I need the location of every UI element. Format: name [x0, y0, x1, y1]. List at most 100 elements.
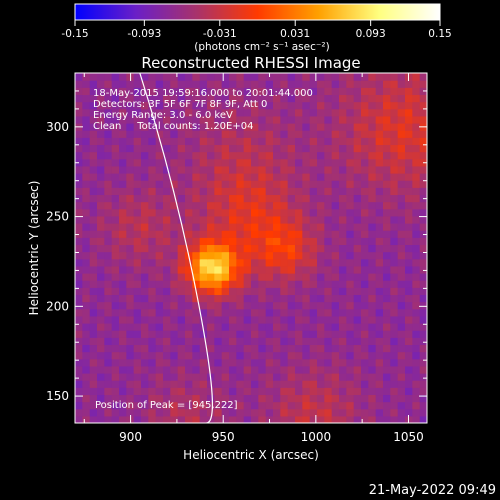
heatmap-cell: [148, 415, 157, 423]
heatmap-cell: [287, 180, 296, 188]
heatmap-cell: [346, 187, 355, 196]
heatmap-cell: [163, 265, 171, 274]
heatmap-cell: [170, 358, 179, 367]
heatmap-cell: [141, 394, 149, 403]
heatmap-cell: [104, 251, 113, 260]
heatmap-cell: [397, 230, 406, 238]
heatmap-cell: [419, 365, 427, 374]
heatmap-cell: [295, 308, 303, 317]
heatmap-cell: [185, 101, 193, 110]
heatmap-cell: [221, 387, 230, 396]
heatmap-cell: [111, 187, 120, 196]
heatmap-cell: [397, 194, 406, 203]
heatmap-cell: [75, 323, 83, 331]
heatmap-cell: [111, 80, 120, 88]
heatmap-cell: [97, 180, 105, 188]
heatmap-cell: [368, 130, 377, 138]
heatmap-cell: [126, 358, 135, 367]
heatmap-cell: [405, 337, 413, 346]
heatmap-cell: [390, 130, 399, 138]
heatmap-cell: [280, 280, 289, 288]
heatmap-cell: [258, 280, 267, 288]
heatmap-cell: [346, 287, 355, 296]
heatmap-cell: [405, 230, 413, 238]
heatmap-cell: [185, 351, 193, 360]
heatmap-cell: [170, 73, 179, 81]
heatmap-cell: [339, 151, 347, 160]
heatmap-cell: [185, 315, 193, 324]
heatmap-cell: [119, 123, 127, 131]
heatmap-cell: [375, 273, 384, 281]
heatmap-cell: [243, 258, 252, 267]
heatmap-cell: [265, 301, 274, 310]
heatmap-cell: [287, 301, 296, 310]
heatmap-cell: [97, 173, 105, 181]
heatmap-cell: [207, 165, 215, 174]
heatmap-cell: [412, 244, 421, 253]
heatmap-cell: [324, 80, 333, 88]
heatmap-cell: [331, 265, 340, 274]
heatmap-cell: [361, 408, 369, 417]
heatmap-cell: [97, 151, 105, 160]
heatmap-cell: [331, 294, 340, 303]
heatmap-cell: [331, 258, 340, 267]
heatmap-cell: [412, 308, 421, 317]
heatmap-cell: [405, 401, 413, 410]
heatmap-cell: [339, 294, 347, 303]
heatmap-cell: [214, 208, 223, 217]
heatmap-cell: [258, 315, 267, 324]
heatmap-cell: [324, 94, 333, 103]
heatmap-cell: [390, 258, 399, 267]
heatmap-cell: [199, 265, 208, 274]
heatmap-cell: [309, 330, 318, 338]
heatmap-cell: [361, 351, 369, 360]
heatmap-cell: [273, 330, 281, 338]
heatmap-cell: [207, 80, 215, 88]
heatmap-cell: [265, 280, 274, 288]
heatmap-cell: [243, 358, 252, 367]
heatmap-cell: [419, 108, 427, 117]
heatmap-cell: [170, 323, 179, 331]
heatmap-cell: [331, 351, 340, 360]
heatmap-cell: [390, 137, 399, 146]
heatmap-cell: [141, 158, 149, 167]
heatmap-cell: [104, 294, 113, 303]
heatmap-cell: [317, 144, 325, 153]
heatmap-cell: [419, 344, 427, 353]
heatmap-cell: [287, 273, 296, 281]
heatmap-cell: [89, 144, 98, 153]
heatmap-cell: [111, 123, 120, 131]
heatmap-cell: [155, 165, 164, 174]
heatmap-cell: [141, 101, 149, 110]
heatmap-cell: [207, 273, 215, 281]
heatmap-cell: [309, 73, 318, 81]
heatmap-cell: [383, 394, 391, 403]
heatmap-cell: [75, 337, 83, 346]
heatmap-cell: [265, 108, 274, 117]
heatmap-cell: [119, 265, 127, 274]
heatmap-cell: [229, 365, 237, 374]
heatmap-cell: [192, 201, 201, 210]
heatmap-cell: [390, 315, 399, 324]
heatmap-cell: [82, 294, 91, 303]
heatmap-cell: [97, 208, 105, 217]
heatmap-cell: [119, 165, 127, 174]
heatmap-cell: [280, 123, 289, 131]
heatmap-cell: [405, 151, 413, 160]
heatmap-cell: [243, 244, 252, 253]
heatmap-cell: [141, 123, 149, 131]
heatmap-cell: [361, 144, 369, 153]
heatmap-cell: [258, 73, 267, 81]
heatmap-cell: [251, 187, 259, 196]
heatmap-cell: [133, 215, 142, 224]
heatmap-cell: [419, 201, 427, 210]
heatmap-cell: [390, 408, 399, 417]
heatmap-cell: [324, 251, 333, 260]
heatmap-cell: [368, 94, 377, 103]
heatmap-cell: [280, 165, 289, 174]
heatmap-cell: [309, 301, 318, 310]
heatmap-cell: [273, 387, 281, 396]
heatmap-cell: [302, 280, 311, 288]
heatmap-cell: [317, 280, 325, 288]
heatmap-cell: [375, 123, 384, 131]
